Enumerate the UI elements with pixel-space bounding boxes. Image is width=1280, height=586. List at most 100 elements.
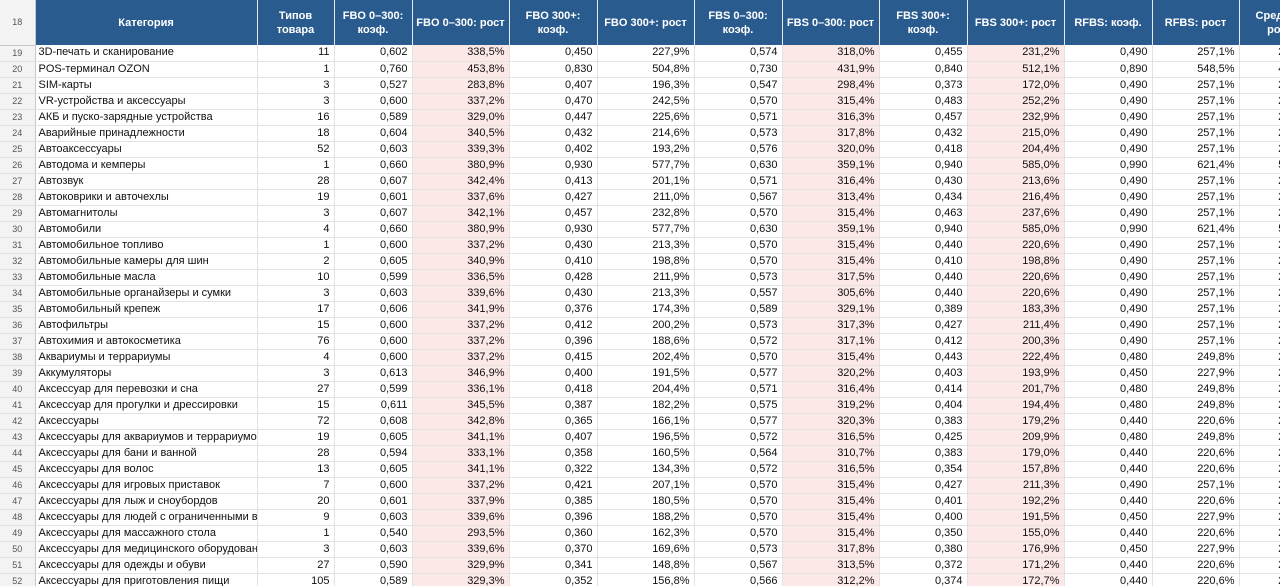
cell-fbo-300-plus-growth[interactable]: 211,0%: [597, 189, 695, 206]
cell-fbo-0-300-growth[interactable]: 333,1%: [412, 445, 510, 462]
cell-average-growth[interactable]: 267,1%: [1239, 189, 1280, 206]
cell-product-types[interactable]: 4: [257, 349, 335, 366]
cell-rfbs-coef[interactable]: 0,440: [1064, 573, 1153, 586]
cell-fbs-0-300-growth[interactable]: 317,8%: [782, 125, 880, 142]
cell-fbs-300-plus-growth[interactable]: 193,9%: [967, 365, 1065, 382]
cell-category[interactable]: Автомобильный крепеж: [35, 301, 258, 318]
cell-fbo-0-300-coef[interactable]: 0,603: [334, 509, 413, 526]
cell-fbo-300-plus-coef[interactable]: 0,385: [509, 493, 598, 510]
cell-rfbs-growth[interactable]: 257,1%: [1152, 253, 1240, 270]
cell-average-growth[interactable]: 266,1%: [1239, 173, 1280, 190]
cell-fbs-300-plus-growth[interactable]: 204,4%: [967, 141, 1065, 158]
cell-fbs-300-plus-coef[interactable]: 0,940: [879, 221, 968, 238]
cell-product-types[interactable]: 28: [257, 445, 335, 462]
cell-fbs-0-300-growth[interactable]: 329,1%: [782, 301, 880, 318]
cell-fbo-300-plus-coef[interactable]: 0,341: [509, 557, 598, 574]
cell-fbo-300-plus-growth[interactable]: 182,2%: [597, 397, 695, 414]
cell-fbs-300-plus-coef[interactable]: 0,440: [879, 237, 968, 254]
cell-product-types[interactable]: 2: [257, 253, 335, 270]
cell-fbo-300-plus-coef[interactable]: 0,930: [509, 221, 598, 238]
cell-fbs-300-plus-coef[interactable]: 0,432: [879, 125, 968, 142]
table-row[interactable]: 41 Аксессуар для прогулки и дрессировки 15…: [0, 397, 1280, 414]
table-row[interactable]: 21 SIM-карты 3 0,527 283,8% 0,407 196,3% 0,547 2…: [0, 77, 1280, 94]
cell-fbo-0-300-growth[interactable]: 329,3%: [412, 573, 510, 586]
cell-fbs-300-plus-growth[interactable]: 191,5%: [967, 509, 1065, 526]
cell-category[interactable]: Аварийные принадлежности: [35, 125, 258, 142]
cell-fbs-0-300-coef[interactable]: 0,573: [694, 269, 783, 286]
cell-rfbs-growth[interactable]: 257,1%: [1152, 109, 1240, 126]
cell-fbo-0-300-coef[interactable]: 0,606: [334, 301, 413, 318]
cell-product-types[interactable]: 7: [257, 477, 335, 494]
cell-rfbs-coef[interactable]: 0,440: [1064, 557, 1153, 574]
cell-fbs-300-plus-growth[interactable]: 222,4%: [967, 349, 1065, 366]
cell-fbo-300-plus-coef[interactable]: 0,830: [509, 61, 598, 78]
cell-average-growth[interactable]: 260,1%: [1239, 333, 1280, 350]
cell-category[interactable]: Аксессуар для перевозки и сна: [35, 381, 258, 398]
cell-fbs-300-plus-growth[interactable]: 211,4%: [967, 317, 1065, 334]
cell-fbs-0-300-coef[interactable]: 0,577: [694, 365, 783, 382]
row-number[interactable]: 34: [0, 285, 36, 302]
cell-fbs-0-300-growth[interactable]: 431,9%: [782, 61, 880, 78]
cell-rfbs-coef[interactable]: 0,490: [1064, 237, 1153, 254]
cell-average-growth[interactable]: 504,8%: [1239, 221, 1280, 238]
row-number[interactable]: 52: [0, 573, 36, 586]
cell-fbs-300-plus-growth[interactable]: 194,4%: [967, 397, 1065, 414]
cell-fbs-0-300-coef[interactable]: 0,570: [694, 493, 783, 510]
cell-fbs-300-plus-coef[interactable]: 0,440: [879, 269, 968, 286]
cell-rfbs-coef[interactable]: 0,490: [1064, 333, 1153, 350]
cell-fbo-0-300-coef[interactable]: 0,600: [334, 349, 413, 366]
cell-rfbs-coef[interactable]: 0,490: [1064, 141, 1153, 158]
cell-fbs-0-300-coef[interactable]: 0,573: [694, 125, 783, 142]
header-average-growth[interactable]: Средний рост: [1239, 0, 1280, 45]
cell-product-types[interactable]: 3: [257, 285, 335, 302]
cell-fbo-0-300-coef[interactable]: 0,603: [334, 541, 413, 558]
cell-fbo-0-300-coef[interactable]: 0,527: [334, 77, 413, 94]
cell-product-types[interactable]: 28: [257, 173, 335, 190]
cell-fbs-300-plus-coef[interactable]: 0,380: [879, 541, 968, 558]
row-number[interactable]: 27: [0, 173, 36, 190]
cell-fbo-300-plus-coef[interactable]: 0,402: [509, 141, 598, 158]
cell-fbo-300-plus-growth[interactable]: 577,7%: [597, 157, 695, 174]
cell-fbo-300-plus-coef[interactable]: 0,365: [509, 413, 598, 430]
row-number[interactable]: 41: [0, 397, 36, 414]
row-number[interactable]: 23: [0, 109, 36, 126]
cell-fbs-0-300-coef[interactable]: 0,573: [694, 541, 783, 558]
cell-fbs-0-300-growth[interactable]: 315,4%: [782, 93, 880, 110]
cell-category[interactable]: Аксессуары для приготовления пищи: [35, 573, 258, 586]
header-fbs-0-300-growth[interactable]: FBS 0–300: рост: [782, 0, 880, 45]
cell-fbs-0-300-growth[interactable]: 319,2%: [782, 397, 880, 414]
cell-fbo-0-300-growth[interactable]: 337,6%: [412, 189, 510, 206]
cell-fbo-300-plus-growth[interactable]: 193,2%: [597, 141, 695, 158]
row-number[interactable]: 26: [0, 157, 36, 174]
cell-fbo-300-plus-coef[interactable]: 0,396: [509, 509, 598, 526]
table-row[interactable]: 27 Автозвук 28 0,607 342,4% 0,413 201,1% 0,571 3…: [0, 173, 1280, 190]
cell-average-growth[interactable]: 258,2%: [1239, 397, 1280, 414]
cell-fbo-0-300-growth[interactable]: 336,5%: [412, 269, 510, 286]
cell-fbs-300-plus-coef[interactable]: 0,373: [879, 77, 968, 94]
cell-fbo-0-300-coef[interactable]: 0,613: [334, 365, 413, 382]
cell-rfbs-growth[interactable]: 257,1%: [1152, 141, 1240, 158]
cell-fbs-300-plus-coef[interactable]: 0,383: [879, 445, 968, 462]
cell-fbo-300-plus-growth[interactable]: 174,3%: [597, 301, 695, 318]
cell-fbo-300-plus-growth[interactable]: 227,9%: [597, 45, 695, 62]
cell-fbo-0-300-coef[interactable]: 0,600: [334, 93, 413, 110]
cell-fbo-0-300-coef[interactable]: 0,601: [334, 189, 413, 206]
cell-fbo-0-300-coef[interactable]: 0,600: [334, 333, 413, 350]
cell-product-types[interactable]: 13: [257, 461, 335, 478]
cell-product-types[interactable]: 76: [257, 333, 335, 350]
cell-fbo-0-300-growth[interactable]: 341,9%: [412, 301, 510, 318]
cell-category[interactable]: Автомобили: [35, 221, 258, 238]
cell-fbo-300-plus-growth[interactable]: 198,8%: [597, 253, 695, 270]
cell-category[interactable]: Автоковрики и авточехлы: [35, 189, 258, 206]
table-row[interactable]: 44 Аксессуары для бани и ванной 28 0,594 333…: [0, 445, 1280, 462]
table-row[interactable]: 38 Аквариумы и террариумы 4 0,600 337,2% 0,41…: [0, 349, 1280, 366]
cell-fbo-0-300-growth[interactable]: 346,9%: [412, 365, 510, 382]
table-row[interactable]: 42 Аксессуары 72 0,608 342,8% 0,365 166,1% 0,57…: [0, 413, 1280, 430]
cell-fbo-300-plus-growth[interactable]: 196,3%: [597, 77, 695, 94]
cell-fbs-0-300-coef[interactable]: 0,574: [694, 45, 783, 62]
cell-fbs-300-plus-growth[interactable]: 213,6%: [967, 173, 1065, 190]
cell-fbo-0-300-growth[interactable]: 339,6%: [412, 509, 510, 526]
cell-product-types[interactable]: 18: [257, 125, 335, 142]
cell-fbo-300-plus-growth[interactable]: 160,5%: [597, 445, 695, 462]
header-fbo-0-300-growth[interactable]: FBO 0–300: рост: [412, 0, 510, 45]
